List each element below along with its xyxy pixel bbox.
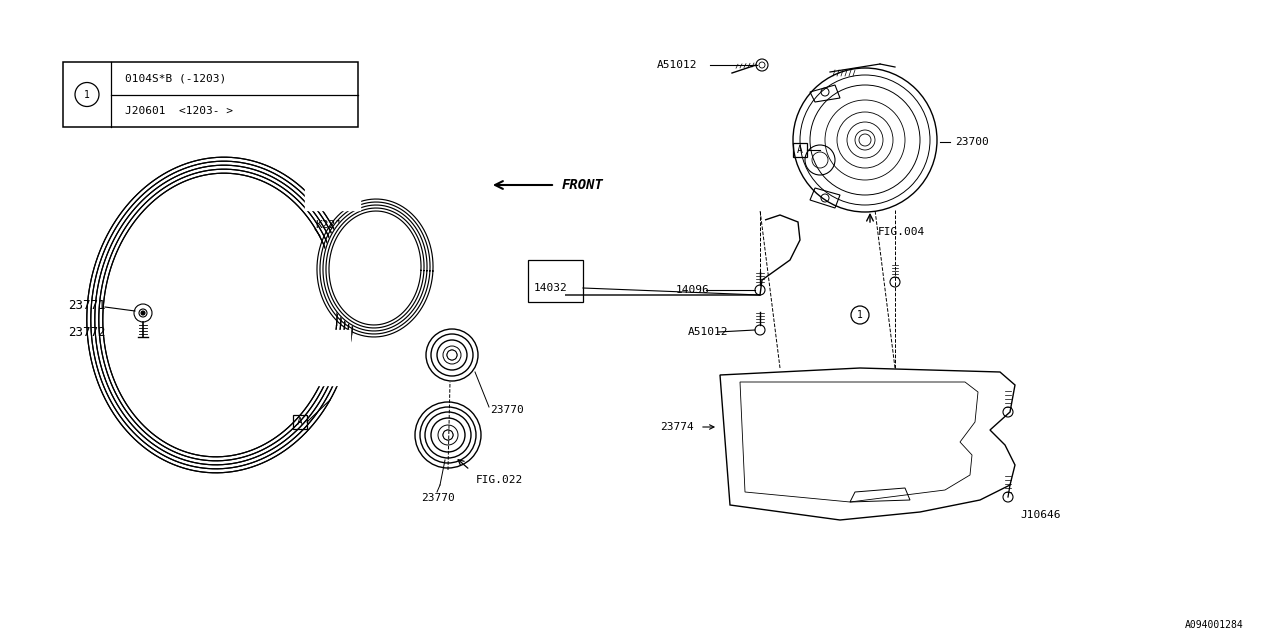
Text: 23772: 23772: [68, 326, 105, 339]
Text: J10646: J10646: [1020, 510, 1061, 520]
Text: 23774: 23774: [660, 422, 694, 432]
Polygon shape: [95, 165, 346, 465]
Polygon shape: [305, 160, 360, 210]
Text: 14096: 14096: [676, 285, 709, 295]
Bar: [63, 62, 358, 127]
Text: 23770: 23770: [421, 493, 454, 503]
Circle shape: [141, 311, 145, 315]
Polygon shape: [323, 205, 428, 331]
Bar: [794, 143, 806, 157]
Circle shape: [443, 430, 453, 440]
Bar: [529, 260, 582, 302]
Bar: [293, 415, 307, 429]
Text: 1: 1: [858, 310, 863, 320]
Text: A51012: A51012: [657, 60, 698, 70]
Text: A: A: [797, 145, 803, 155]
Text: FIG.022: FIG.022: [476, 475, 524, 485]
Text: A51012: A51012: [689, 327, 728, 337]
Text: 23771: 23771: [68, 298, 105, 312]
Text: 1: 1: [84, 90, 90, 99]
Text: J20601  <1203- >: J20601 <1203- >: [125, 106, 233, 116]
Text: 23770: 23770: [490, 405, 524, 415]
Circle shape: [859, 134, 870, 146]
Polygon shape: [305, 330, 349, 385]
Text: K22116: K22116: [315, 220, 356, 230]
Text: 23700: 23700: [955, 137, 988, 147]
Text: 14032: 14032: [534, 283, 568, 293]
Circle shape: [447, 350, 457, 360]
Text: FIG.004: FIG.004: [878, 227, 925, 237]
Text: A094001284: A094001284: [1185, 620, 1244, 630]
Text: FRONT: FRONT: [562, 178, 604, 192]
Text: 0104S*B (-1203): 0104S*B (-1203): [125, 73, 227, 83]
Text: A: A: [297, 417, 303, 427]
